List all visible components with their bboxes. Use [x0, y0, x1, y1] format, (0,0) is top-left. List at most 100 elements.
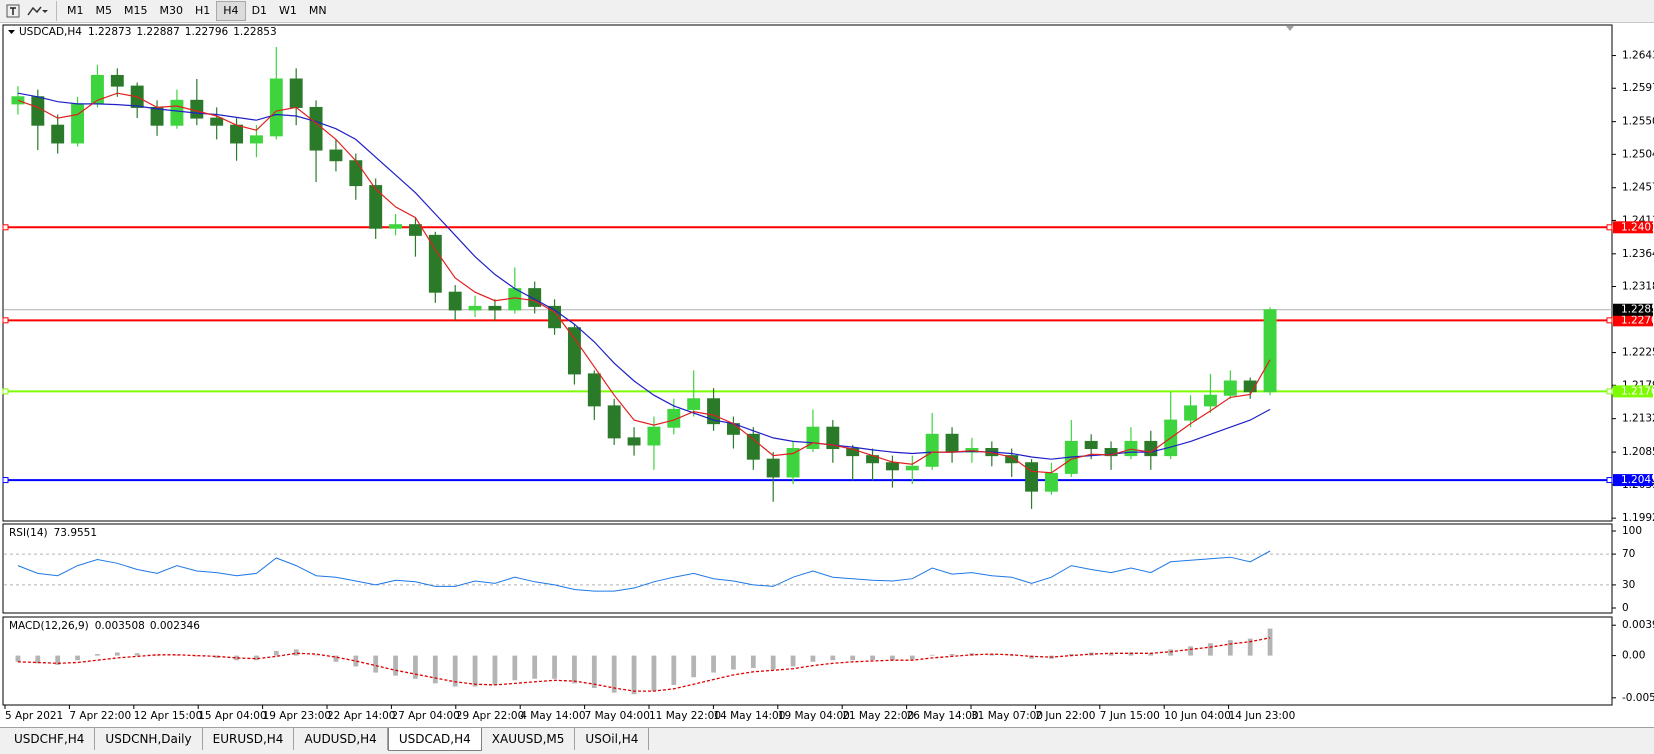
chart-tab[interactable]: USDCAD,H4 [387, 728, 482, 751]
histogram-bar [333, 655, 339, 662]
histogram-bar [1108, 653, 1114, 656]
timeframe-button[interactable]: MN [308, 4, 327, 17]
chart-tab[interactable]: EURUSD,H4 [203, 728, 295, 750]
candle-body [110, 74, 124, 87]
chart-tab[interactable]: USDCHF,H4 [4, 728, 96, 750]
histogram-bar [552, 655, 557, 679]
candle-body [1184, 405, 1198, 421]
histogram-bar [1168, 649, 1174, 656]
x-tick-label: 14 May 14:00 [713, 710, 785, 722]
timeframe-button[interactable]: M30 [159, 4, 184, 17]
chart-tab[interactable]: XAUUSD,M5 [482, 728, 576, 750]
level-handle [2, 224, 9, 231]
candle-body [647, 426, 661, 446]
toolbar-icons [0, 0, 54, 22]
level-handle [2, 388, 9, 395]
candle-body [1124, 440, 1138, 457]
histogram-bar [890, 655, 895, 661]
histogram-bar [929, 654, 935, 656]
timeframe-button[interactable]: W1 [279, 4, 297, 17]
candle-body [468, 305, 482, 311]
rsi-panel [2, 523, 1613, 614]
timeframe-button[interactable]: M5 [95, 4, 113, 17]
x-tick-label: 21 May 22:00 [842, 710, 914, 722]
timeframe-button[interactable]: M15 [124, 4, 148, 17]
candle-body [230, 124, 244, 144]
level-handle [2, 477, 9, 484]
candle-body [349, 160, 363, 187]
y-tick-label: 1.20850 [1622, 446, 1654, 458]
histogram-bar [194, 655, 200, 657]
histogram-bar [1188, 646, 1193, 656]
objects-icon[interactable] [26, 4, 48, 18]
histogram-bar [1009, 655, 1015, 657]
candle-body [945, 433, 959, 453]
histogram-bar [114, 652, 120, 656]
indicator-readout: 1.22887 [136, 26, 179, 38]
candle-body [389, 224, 403, 229]
y-tick-label: 1.19920 [1622, 512, 1654, 524]
y-tick-label: 1.21320 [1622, 413, 1654, 425]
candle-body [428, 234, 442, 293]
chart-tab[interactable]: USDCNH,Daily [95, 728, 203, 750]
candle-body [329, 149, 343, 162]
indicator-readout: 73.9551 [54, 527, 97, 539]
x-tick-label: 11 May 22:00 [649, 710, 721, 722]
chart-tab[interactable]: AUDUSD,H4 [294, 728, 388, 750]
histogram-bar [611, 655, 617, 693]
histogram-bar [15, 655, 21, 662]
candle-body [746, 433, 760, 460]
chart-tab[interactable]: USOil,H4 [575, 728, 650, 750]
candle-body [1025, 462, 1039, 492]
y-tick-label: -0.00547 [1622, 692, 1654, 704]
histogram-bar [353, 655, 359, 667]
x-tick-label: 29 Apr 22:00 [456, 710, 524, 722]
y-tick-label: 0.003936 [1622, 619, 1654, 631]
chart-window: 1.264301.259701.255001.250401.245701.241… [0, 23, 1654, 727]
y-tick-label: 1.25970 [1622, 82, 1654, 94]
level-price-label: 1.24013 [1621, 221, 1654, 233]
candle-body [1263, 309, 1277, 393]
histogram-bar [572, 655, 577, 684]
y-tick-label: 1.22250 [1622, 347, 1654, 359]
x-tick-label: 14 Jun 23:00 [1229, 710, 1296, 722]
level-price-box [1613, 474, 1653, 487]
y-tick-label: 0 [1622, 602, 1629, 614]
level-handle [2, 317, 9, 324]
candle-body [806, 426, 820, 450]
histogram-bar [850, 655, 856, 661]
candle-body [508, 288, 522, 311]
x-tick-label: 31 May 07:00 [971, 710, 1043, 722]
candle-body [786, 448, 800, 478]
level-price-label: 1.20456 [1621, 474, 1654, 486]
text-tool-icon[interactable] [6, 4, 20, 18]
histogram-bar [691, 655, 697, 678]
histogram-bar [1029, 655, 1034, 659]
x-tick-label: 4 May 14:00 [520, 710, 585, 722]
histogram-bar [770, 655, 776, 670]
timeframe-button[interactable]: M1 [67, 4, 84, 17]
histogram-bar [870, 655, 875, 661]
x-tick-label: 10 Jun 04:00 [1164, 710, 1231, 722]
histogram-bar [174, 654, 180, 656]
candle-body [190, 99, 204, 119]
shift-marker [1286, 26, 1294, 31]
candle-body [826, 426, 840, 450]
histogram-bar [671, 655, 677, 685]
candle-body [51, 124, 65, 144]
timeframe-button[interactable]: H1 [195, 4, 211, 17]
candle-body [448, 291, 462, 311]
timeframe-button[interactable]: H4 [216, 1, 246, 21]
histogram-bar [154, 655, 160, 657]
timeframe-button[interactable]: D1 [251, 4, 268, 17]
y-tick-label: 30 [1622, 579, 1635, 591]
level-price-label: 1.21704 [1621, 385, 1654, 397]
histogram-bar [1068, 654, 1074, 656]
level-handle [1606, 388, 1613, 395]
histogram-bar [293, 649, 299, 656]
candle-body [289, 78, 303, 108]
histogram-bar [1247, 638, 1253, 656]
y-tick-label: 100 [1622, 525, 1642, 537]
histogram-bar [413, 655, 418, 679]
indicator-readout: 0.002346 [150, 620, 200, 632]
